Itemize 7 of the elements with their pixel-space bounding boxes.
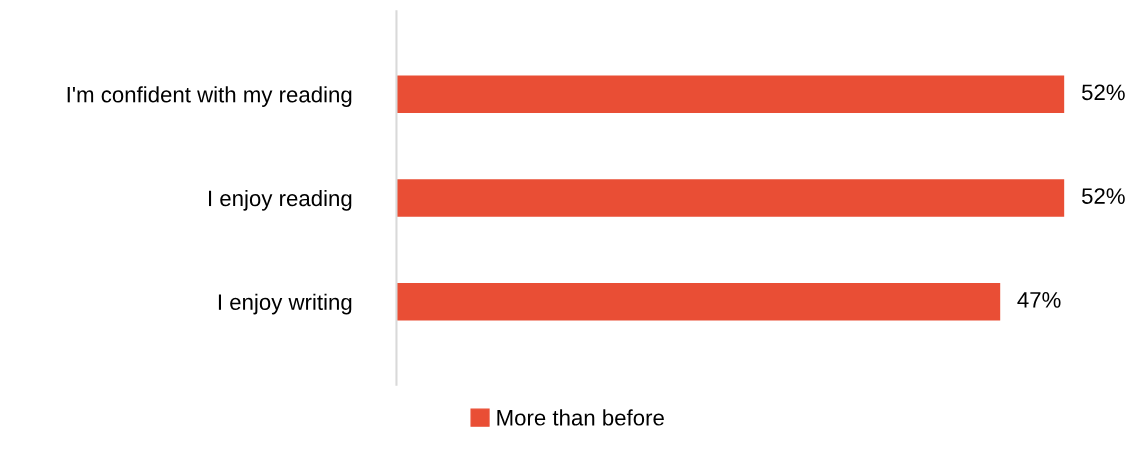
y-tick-label: I enjoy writing bbox=[218, 293, 352, 315]
y-tick-label: I'm confident with my reading bbox=[67, 86, 352, 107]
data-label: 52% bbox=[1081, 84, 1125, 101]
data-label: 47% bbox=[1017, 292, 1061, 308]
data-label: 52% bbox=[1081, 188, 1125, 204]
y-tick-label: I enjoy reading bbox=[209, 189, 352, 211]
legend-label: More than before bbox=[497, 409, 664, 426]
